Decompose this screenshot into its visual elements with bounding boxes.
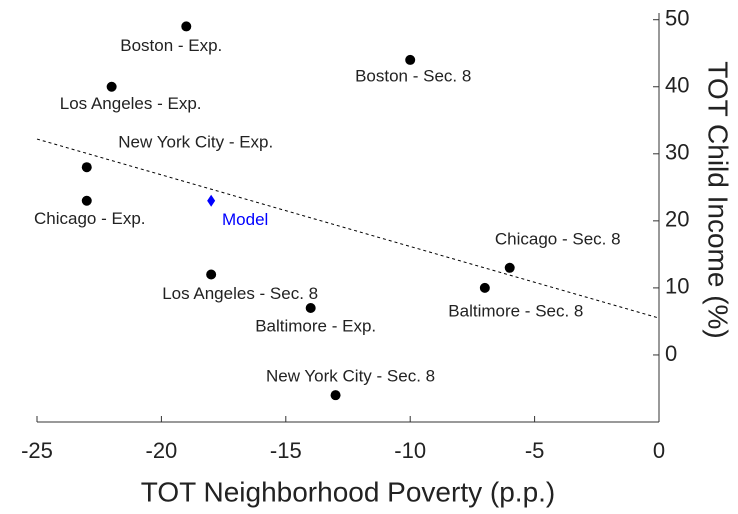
y-tick-label: 30 — [665, 140, 689, 165]
point — [305, 303, 316, 314]
x-tick-label: 0 — [653, 438, 665, 463]
x-tick-label: -15 — [270, 438, 302, 463]
x-tick-label: -20 — [146, 438, 178, 463]
y-tick-label: 0 — [665, 341, 677, 366]
point — [330, 390, 341, 401]
point-label: Los Angeles - Sec. 8 — [162, 284, 318, 303]
y-tick-label: 20 — [665, 207, 689, 232]
point — [81, 162, 92, 173]
point-label: Baltimore - Exp. — [255, 317, 376, 336]
x-tick-label: -10 — [394, 438, 426, 463]
model-point — [207, 194, 216, 207]
x-axis-title: TOT Neighborhood Poverty (p.p.) — [141, 476, 556, 507]
point — [181, 21, 192, 32]
x-tick-label: -5 — [525, 438, 545, 463]
x-tick-label: -25 — [21, 438, 53, 463]
point-label: Los Angeles - Exp. — [60, 94, 202, 113]
y-tick-label: 40 — [665, 73, 689, 98]
point — [106, 81, 117, 92]
point — [479, 282, 490, 293]
y-axis-title: TOT Child Income (%) — [703, 61, 734, 338]
point — [81, 195, 92, 206]
point-label: Boston - Exp. — [120, 36, 222, 55]
point — [405, 54, 416, 65]
y-tick-label: 10 — [665, 274, 689, 299]
point-label: New York City - Sec. 8 — [266, 367, 435, 386]
point-label: Boston - Sec. 8 — [355, 66, 471, 85]
y-tick-label: 50 — [665, 6, 689, 31]
point-label: Chicago - Sec. 8 — [495, 229, 621, 248]
point — [206, 269, 217, 280]
point-label: Chicago - Exp. — [34, 209, 146, 228]
model-label: Model — [222, 210, 268, 229]
point-label: New York City - Exp. — [118, 133, 273, 152]
point — [504, 262, 515, 273]
point-label: Baltimore - Sec. 8 — [448, 301, 583, 320]
